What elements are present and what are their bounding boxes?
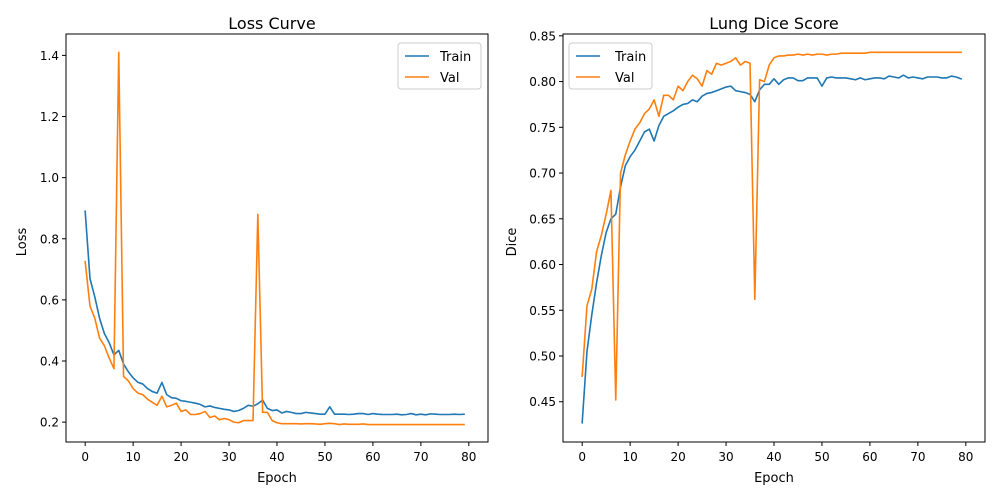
dice-y-tick-label: 0.50	[529, 350, 556, 364]
dice-series-val-line	[581, 51, 962, 401]
loss-y-tick-label: 0.2	[40, 416, 59, 430]
loss-y-ticks: 0.2 0.4 0.6 0.8 1.0 1.2 1.4	[40, 49, 66, 430]
dice-y-tick-label: 0.45	[529, 395, 556, 409]
loss-legend-val-label: Val	[440, 71, 459, 86]
dice-y-tick-label: 0.65	[529, 212, 556, 226]
dice-y-ticks: 0.45 0.50 0.55 0.60 0.65 0.70 0.75 0.80 0.85	[529, 29, 563, 409]
loss-series-train-line	[84, 210, 465, 416]
loss-y-tick-label: 0.6	[40, 293, 59, 307]
loss-x-ticks: 0 10 20 30 40 50 60 70 80	[81, 442, 476, 464]
loss-x-tick-label: 60	[365, 450, 380, 464]
dice-plot-frame	[562, 33, 986, 443]
loss-x-tick-label: 0	[81, 450, 89, 464]
loss-x-tick-label: 80	[461, 450, 476, 464]
dice-y-tick-label: 0.55	[529, 304, 556, 318]
loss-x-tick-label: 10	[125, 450, 140, 464]
loss-x-tick-label: 50	[317, 450, 332, 464]
dice-y-tick-label: 0.80	[529, 75, 556, 89]
dice-x-tick-label: 10	[622, 450, 637, 464]
dice-y-tick-label: 0.85	[529, 29, 556, 43]
loss-y-tick-label: 1.4	[40, 49, 59, 63]
loss-chart: Loss Curve Epoch Loss 0 10 20 30 40 50 60 70 80 …	[15, 14, 489, 486]
loss-y-tick-label: 1.0	[40, 171, 59, 185]
dice-legend-train-label: Train	[614, 50, 646, 65]
loss-plot-frame	[65, 33, 489, 443]
dice-y-tick-label: 0.70	[529, 167, 556, 181]
loss-y-tick-label: 0.4	[40, 355, 59, 369]
dice-chart-xlabel: Epoch	[754, 471, 794, 486]
loss-legend: Train Val	[397, 42, 482, 90]
dice-y-tick-label: 0.60	[529, 258, 556, 272]
dice-chart-title: Lung Dice Score	[709, 14, 838, 33]
dice-x-tick-label: 60	[862, 450, 877, 464]
dice-chart-ylabel: Dice	[505, 228, 520, 257]
loss-y-tick-label: 1.2	[40, 110, 59, 124]
loss-x-tick-label: 40	[269, 450, 284, 464]
dice-series-train-line	[581, 74, 963, 424]
dice-plot-lines	[581, 51, 963, 424]
dice-x-tick-label: 80	[958, 450, 973, 464]
dice-x-tick-label: 30	[718, 450, 733, 464]
dice-x-ticks: 0 10 20 30 40 50 60 70 80	[578, 442, 973, 464]
loss-series-val-line	[84, 51, 465, 426]
dice-x-tick-label: 40	[766, 450, 781, 464]
loss-chart-xlabel: Epoch	[257, 471, 297, 486]
loss-y-tick-label: 0.8	[40, 232, 59, 246]
dice-chart: Lung Dice Score Epoch Dice 0 10 20 30 40 50 60…	[505, 14, 986, 486]
loss-chart-title: Loss Curve	[228, 14, 315, 33]
dice-x-tick-label: 70	[910, 450, 925, 464]
loss-chart-ylabel: Loss	[15, 228, 30, 257]
dice-y-tick-label: 0.75	[529, 121, 556, 135]
loss-plot-lines	[84, 51, 465, 426]
loss-x-tick-label: 20	[173, 450, 188, 464]
loss-legend-train-label: Train	[439, 50, 471, 65]
dice-legend: Train Val	[568, 42, 653, 90]
loss-x-tick-label: 30	[221, 450, 236, 464]
loss-x-tick-label: 70	[413, 450, 428, 464]
dice-x-tick-label: 50	[814, 450, 829, 464]
dice-x-tick-label: 0	[578, 450, 586, 464]
dice-legend-val-label: Val	[615, 71, 634, 86]
dice-x-tick-label: 20	[670, 450, 685, 464]
